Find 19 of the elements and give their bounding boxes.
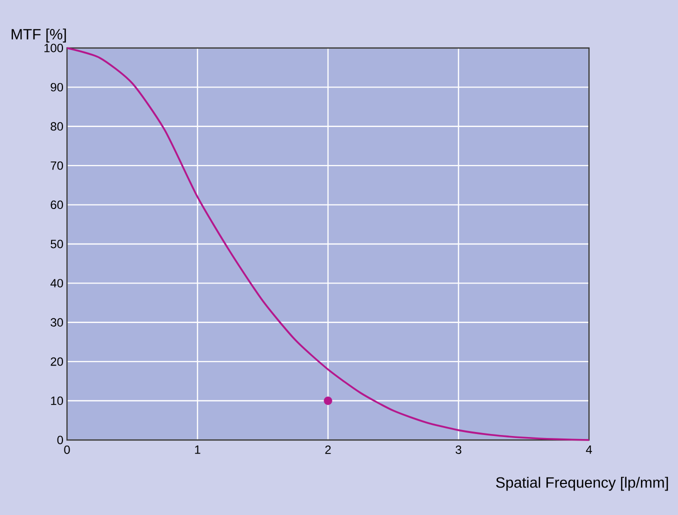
x-tick-label: 1: [195, 446, 200, 454]
y-tick-label: 80: [50, 122, 64, 131]
y-tick-label: 30: [50, 318, 64, 327]
y-tick-label: 100: [44, 44, 64, 52]
x-tick-label: 4: [586, 446, 592, 454]
y-tick-label: 60: [50, 200, 64, 210]
x-tick-label: 2: [325, 446, 331, 454]
y-tick-label: 70: [50, 161, 64, 170]
y-axis-title: MTF [%]: [12, 28, 66, 42]
y-tick-label: 0: [57, 436, 64, 444]
y-tick-label: 50: [50, 240, 64, 248]
x-tick-label: 3: [456, 446, 462, 454]
x-axis-title: Spatial Frequency [lp/mm]: [496, 476, 668, 491]
y-tick-label: 90: [50, 82, 64, 92]
y-tick-label: 20: [50, 357, 64, 366]
y-tick-label: 10: [51, 396, 64, 406]
x-tick-label: 0: [64, 446, 70, 454]
y-tick-label: 40: [50, 278, 64, 288]
line-series: [66, 47, 590, 441]
